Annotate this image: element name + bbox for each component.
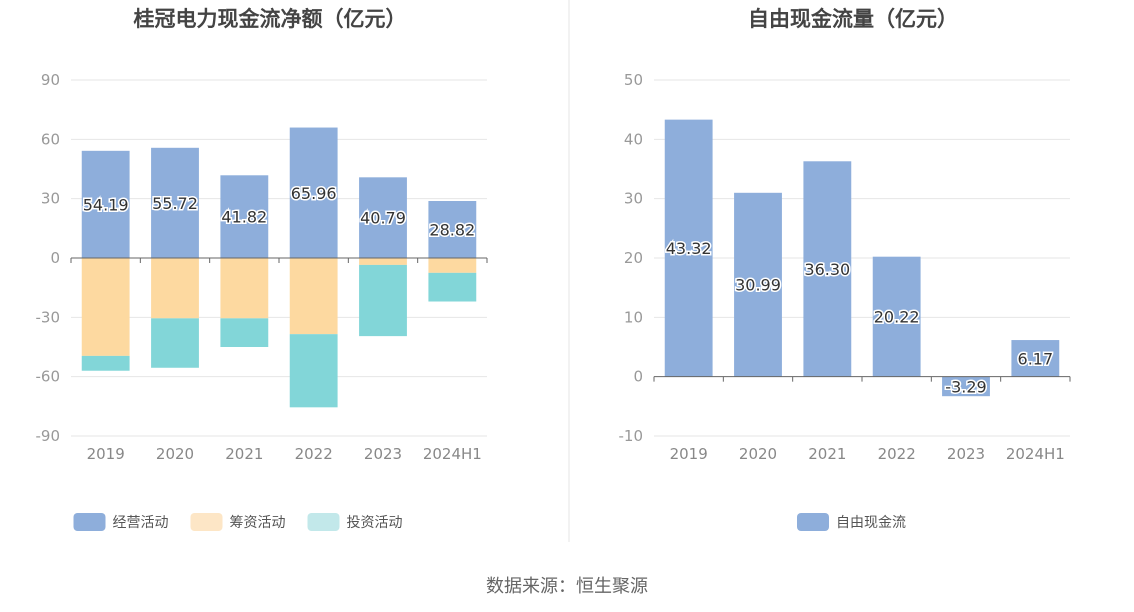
bar [81, 150, 130, 258]
left-chart-title: 桂冠电力现金流净额（亿元） [133, 7, 407, 31]
data-label: 6.17 [1018, 349, 1054, 368]
y-tick-label: 0 [633, 368, 643, 386]
bar [81, 258, 130, 356]
legend-label: 经营活动 [113, 515, 169, 531]
bar [428, 201, 477, 258]
bar [151, 258, 199, 319]
data-label: 43.32 [666, 239, 712, 258]
bar [359, 264, 407, 337]
bar [289, 127, 338, 258]
x-category-label: 2024H1 [1006, 445, 1065, 463]
x-category-label: 2019 [670, 445, 708, 463]
free-cashflow-bar-chart: 50 40 30 20 10 0 -10 2019 2020 2021 2022 2023 2024H1… [619, 71, 1071, 531]
x-category-label: 2019 [87, 445, 125, 463]
bar [151, 318, 199, 368]
x-category-label: 2020 [156, 445, 194, 463]
legend-swatch [307, 513, 340, 531]
y-tick-label: 0 [50, 249, 60, 267]
y-tick-label: 30 [41, 190, 60, 208]
data-label: 36.30 [804, 260, 850, 279]
legend-label: 投资活动 [347, 515, 403, 531]
bar [872, 256, 921, 377]
data-label: 41.82 [221, 208, 267, 227]
data-label: 54.19 [83, 195, 129, 214]
x-category-label: 2023 [364, 445, 402, 463]
data-label: -3.29 [945, 377, 986, 396]
data-label: 65.96 [291, 184, 337, 203]
bar [803, 161, 852, 377]
x-category-label: 2021 [808, 445, 846, 463]
data-label: 20.22 [874, 308, 920, 327]
y-tick-label: 30 [624, 190, 643, 208]
bar [220, 258, 269, 319]
y-tick-label: 50 [624, 71, 643, 89]
bar [734, 192, 782, 377]
bar [81, 355, 130, 371]
y-tick-label: 90 [41, 71, 60, 89]
cashflow-stacked-bar-chart: 90 60 30 0 -30 -60 -90 2019 2020 2021 2022 2023 2024… [36, 71, 488, 531]
y-tick-label: -30 [36, 308, 61, 326]
x-category-label: 2020 [739, 445, 777, 463]
bar [942, 376, 990, 397]
y-tick-label: 60 [41, 130, 60, 148]
data-source-note: 数据来源：恒生聚源 [486, 576, 648, 597]
bar [289, 258, 338, 335]
bar [428, 258, 477, 273]
bar [664, 119, 713, 377]
bar [220, 318, 269, 347]
bar [359, 177, 407, 258]
bar [151, 147, 199, 258]
y-tick-label: -90 [36, 427, 61, 445]
legend-swatch [73, 513, 106, 531]
x-category-label: 2022 [295, 445, 333, 463]
bar [359, 258, 407, 265]
bar [1011, 340, 1060, 377]
bar [289, 334, 338, 408]
x-category-label: 2023 [947, 445, 985, 463]
x-category-label: 2021 [225, 445, 263, 463]
x-category-label: 2024H1 [423, 445, 482, 463]
right-chart-title: 自由现金流量（亿元） [748, 7, 958, 31]
bar [220, 175, 269, 258]
data-label: 55.72 [152, 194, 198, 213]
legend-swatch [797, 513, 829, 531]
y-tick-label: 10 [624, 308, 643, 326]
data-label: 30.99 [735, 276, 781, 295]
legend-label: 自由现金流 [836, 515, 906, 531]
x-category-label: 2022 [878, 445, 916, 463]
data-label: 28.82 [429, 221, 475, 240]
legend-swatch [190, 513, 223, 531]
y-tick-label: 20 [624, 249, 643, 267]
y-tick-label: -10 [619, 427, 644, 445]
data-label: 40.79 [360, 209, 406, 228]
y-tick-label: 40 [624, 130, 643, 148]
y-tick-label: -60 [36, 368, 61, 386]
bar [428, 272, 477, 302]
legend-label: 筹资活动 [230, 514, 286, 531]
